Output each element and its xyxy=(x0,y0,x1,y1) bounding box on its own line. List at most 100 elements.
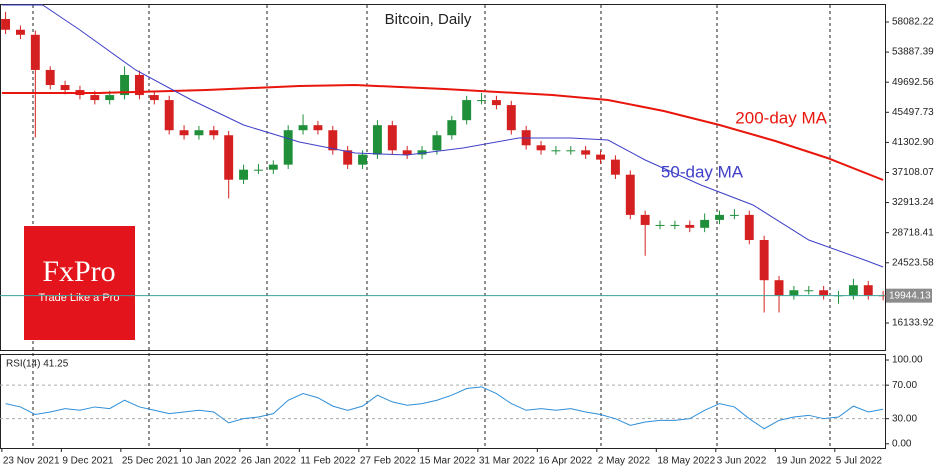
candle-body xyxy=(551,150,561,152)
candle-body xyxy=(848,285,858,296)
candle-body xyxy=(164,100,174,131)
x-tick-label: 25 Dec 2021 xyxy=(122,456,179,467)
candle-body xyxy=(789,290,799,296)
x-tick-label: 27 Feb 2022 xyxy=(360,456,417,467)
candle-body xyxy=(715,214,724,220)
candle-body xyxy=(120,74,130,96)
candle-body xyxy=(417,150,427,155)
chart-title: Bitcoin, Daily xyxy=(385,11,472,28)
x-tick-label: 18 May 2022 xyxy=(657,456,715,467)
y-tick-label: 16133.92 xyxy=(892,318,934,329)
candle-body xyxy=(179,130,189,136)
candle-body xyxy=(387,125,397,151)
x-tick-label: 3 Jun 2022 xyxy=(717,456,767,467)
last-price-box xyxy=(886,288,932,303)
x-tick-label: 26 Jan 2022 xyxy=(241,456,296,467)
x-tick-label: 2 May 2022 xyxy=(598,456,651,467)
candle-body xyxy=(670,224,680,226)
x-tick-label: 31 Mar 2022 xyxy=(479,456,536,467)
separators xyxy=(32,5,831,448)
candle-body xyxy=(90,95,100,101)
rsi-line xyxy=(5,386,884,430)
candle-body xyxy=(358,154,368,165)
y-tick-label: 45497.73 xyxy=(892,107,934,118)
x-tick-label: 9 Dec 2021 xyxy=(62,456,114,467)
candle-body xyxy=(447,120,457,136)
candle-body xyxy=(253,169,263,171)
candle-body xyxy=(343,150,353,165)
candle-body xyxy=(328,130,338,151)
x-tick-label: 5 Jul 2022 xyxy=(836,456,883,467)
candle-body xyxy=(30,34,40,70)
candle-body xyxy=(536,145,546,151)
logo-tagline: Trade Like a Pro xyxy=(39,292,120,304)
ma-label: 50-day MA xyxy=(661,162,744,181)
candle-body xyxy=(372,125,382,155)
candle-body xyxy=(655,224,665,226)
x-tick-label: 16 Apr 2022 xyxy=(538,456,592,467)
logo-box xyxy=(24,226,135,340)
y-tick-label: 28718.41 xyxy=(892,227,934,238)
candle-body xyxy=(759,240,769,281)
y-tick-label: 37108.07 xyxy=(892,167,934,178)
x-tick-label: 15 Mar 2022 xyxy=(419,456,476,467)
candle-body xyxy=(477,100,487,102)
y-tick-label: 41302.90 xyxy=(892,137,934,148)
candle-body xyxy=(596,154,605,160)
candle-body xyxy=(134,74,144,96)
y-tick-label: 30.00 xyxy=(892,413,917,424)
candle-body xyxy=(45,69,55,86)
candle-body xyxy=(15,29,25,35)
candle-body xyxy=(462,100,472,121)
rsi-title: RSI(14) 41.25 xyxy=(6,359,69,370)
candle-body xyxy=(491,100,501,106)
y-tick-label: 58082.22 xyxy=(892,17,934,28)
candle-body xyxy=(313,125,323,131)
candle-body xyxy=(402,150,412,155)
candle-body xyxy=(640,214,650,225)
candle-body xyxy=(283,130,293,165)
y-tick-label: 24523.58 xyxy=(892,257,934,268)
logo-brand: FxPro xyxy=(42,255,115,288)
candle-body xyxy=(268,164,278,170)
candle-body xyxy=(506,105,516,131)
candle-body xyxy=(685,224,695,228)
y-tick-label: 100.00 xyxy=(892,355,923,366)
candle-body xyxy=(224,135,234,180)
y-tick-label: 0.00 xyxy=(892,438,912,449)
x-tick-label: 19 Jun 2022 xyxy=(776,456,831,467)
candle-body xyxy=(194,130,204,136)
candle-body xyxy=(610,159,620,175)
x-tick-label: 10 Jan 2022 xyxy=(181,456,236,467)
candle-body xyxy=(729,214,739,216)
candle-body xyxy=(1,18,11,30)
rsi-frame xyxy=(0,354,886,449)
main-frame xyxy=(0,4,886,351)
ma-line xyxy=(1,4,884,268)
candle-body xyxy=(700,219,710,228)
candle-body xyxy=(60,85,70,91)
ma-line xyxy=(1,83,884,181)
candle-body xyxy=(774,280,784,296)
y-tick-label: 53887.39 xyxy=(892,47,934,58)
y-tick-label: 32913.24 xyxy=(892,197,934,208)
candle-body xyxy=(239,169,249,180)
candle-body xyxy=(149,95,159,101)
candle-body xyxy=(863,285,873,296)
candle-body xyxy=(209,130,219,136)
candle-body xyxy=(105,95,115,101)
x-tick-label: 11 Feb 2022 xyxy=(300,456,356,467)
ma-label: 200-day MA xyxy=(735,108,827,127)
y-tick-label: 70.00 xyxy=(892,380,917,391)
candle-body xyxy=(432,135,442,151)
last-price-label: 19944.13 xyxy=(889,290,931,301)
candle-body xyxy=(804,290,814,292)
candle-body xyxy=(298,125,308,131)
candle-body xyxy=(566,150,576,152)
y-tick-label: 49692.56 xyxy=(892,77,934,88)
candle-body xyxy=(625,174,635,215)
candle-body xyxy=(744,214,754,241)
x-tick-label: 23 Nov 2021 xyxy=(3,456,60,467)
candle-body xyxy=(581,150,591,155)
